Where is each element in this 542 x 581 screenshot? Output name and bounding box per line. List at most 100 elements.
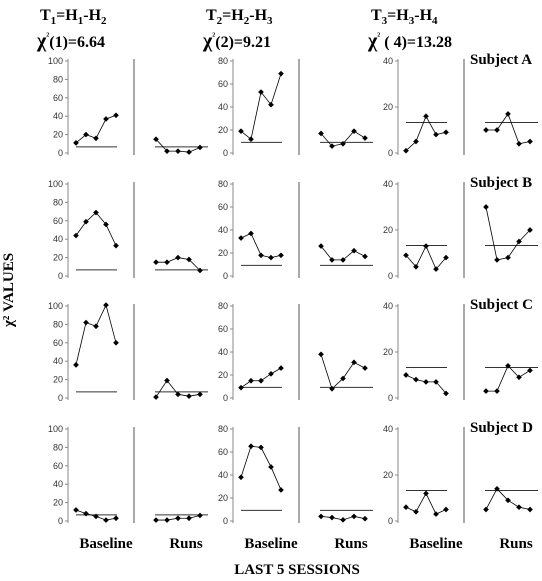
- data-point: [483, 388, 489, 394]
- data-point: [494, 257, 500, 263]
- series-line-baseline: [240, 445, 282, 491]
- data-point: [238, 384, 244, 391]
- data-point: [362, 135, 368, 141]
- data-point: [258, 377, 264, 384]
- data-point: [362, 365, 368, 371]
- data-point: [268, 254, 274, 261]
- y-tick-label: 20: [53, 375, 63, 385]
- data-point: [186, 393, 192, 399]
- x-axis-label: LAST 5 SESSIONS: [234, 562, 360, 578]
- data-point: [175, 254, 181, 261]
- data-point: [329, 385, 335, 392]
- data-point: [403, 252, 409, 259]
- data-point: [153, 136, 159, 143]
- phase-label-runs: Runs: [334, 536, 368, 552]
- panel: 0 20 40 60 80 100: [48, 179, 208, 281]
- series-line-baseline: [405, 115, 447, 151]
- series-line-baseline: [405, 245, 447, 270]
- y-tick-label: 60: [53, 461, 63, 471]
- data-point: [433, 266, 439, 272]
- data-point: [93, 135, 99, 142]
- data-point: [516, 140, 522, 147]
- data-point: [340, 517, 346, 523]
- series-line-runs: [485, 206, 531, 261]
- y-tick-label: 20: [53, 498, 63, 508]
- data-point: [516, 504, 522, 511]
- column-chi-square-stat: χ² ( 4)=13.28: [367, 30, 452, 52]
- data-point: [268, 101, 274, 108]
- data-point: [248, 136, 254, 143]
- data-point: [268, 371, 274, 377]
- panel: 0 20 40 60 80: [218, 301, 373, 403]
- y-tick-label: 20: [383, 225, 393, 235]
- data-point: [340, 140, 346, 147]
- y-tick-label: 40: [218, 102, 228, 112]
- y-tick-label: 100: [48, 56, 63, 66]
- data-point: [362, 253, 368, 260]
- data-point: [443, 390, 449, 397]
- phase-label-baseline: Baseline: [244, 536, 298, 552]
- data-point: [113, 242, 119, 249]
- y-tick-label: 40: [383, 424, 393, 434]
- y-tick-label: 40: [218, 470, 228, 480]
- panel-grid: T1=H1-H2 χ²(1)=6.64 T2=H2-H3 χ²(2)=9.21 T3=H…: [36, 7, 538, 552]
- data-point: [443, 506, 449, 513]
- y-tick-label: 0: [223, 393, 228, 403]
- y-tick-label: 60: [53, 216, 63, 226]
- data-point: [73, 507, 79, 513]
- data-point: [238, 474, 244, 481]
- data-point: [494, 485, 500, 492]
- y-tick-label: 40: [218, 225, 228, 235]
- y-tick-label: 0: [58, 148, 63, 158]
- panel: 0 20 40 60 80: [218, 56, 373, 158]
- data-point: [93, 323, 99, 330]
- data-point: [423, 243, 429, 249]
- data-point: [413, 376, 419, 383]
- data-point: [403, 504, 409, 511]
- y-tick-label: 40: [53, 356, 63, 366]
- subject-label: Subject B: [470, 175, 532, 191]
- y-tick-label: 20: [218, 248, 228, 258]
- data-point: [278, 70, 284, 77]
- y-tick-label: 80: [53, 197, 63, 207]
- data-point: [238, 235, 244, 241]
- data-point: [340, 375, 346, 382]
- data-point: [93, 209, 99, 216]
- data-point: [258, 252, 264, 259]
- data-point: [351, 359, 357, 366]
- y-tick-label: 60: [218, 447, 228, 457]
- panel: 0 20 40 60 80 100: [48, 301, 208, 403]
- phase-label-baseline: Baseline: [409, 536, 463, 552]
- data-point: [494, 127, 500, 133]
- subject-label: Subject C: [470, 297, 533, 313]
- data-point: [186, 515, 192, 522]
- data-point: [433, 379, 439, 385]
- y-tick-label: 20: [383, 470, 393, 480]
- panel: 0 20 40 60 80: [218, 424, 373, 526]
- data-point: [153, 259, 159, 266]
- phase-label-runs: Runs: [169, 536, 203, 552]
- data-point: [516, 374, 522, 381]
- data-point: [164, 517, 170, 523]
- data-point: [83, 319, 89, 326]
- series-line-runs: [486, 365, 531, 392]
- data-point: [248, 377, 254, 384]
- data-point: [423, 113, 429, 120]
- y-tick-label: 20: [53, 130, 63, 140]
- data-point: [113, 515, 119, 522]
- y-tick-label: 60: [218, 324, 228, 334]
- data-point: [153, 394, 159, 400]
- data-point: [113, 112, 119, 119]
- data-point: [164, 148, 170, 154]
- y-tick-label: 0: [388, 516, 393, 526]
- data-point: [483, 127, 489, 133]
- data-point: [186, 149, 192, 155]
- panel: 0 20 40 60 80: [218, 179, 373, 281]
- y-tick-label: 80: [53, 74, 63, 84]
- data-point: [527, 506, 533, 513]
- data-point: [494, 388, 500, 394]
- data-point: [73, 140, 79, 146]
- data-point: [527, 227, 533, 233]
- data-point: [351, 513, 357, 520]
